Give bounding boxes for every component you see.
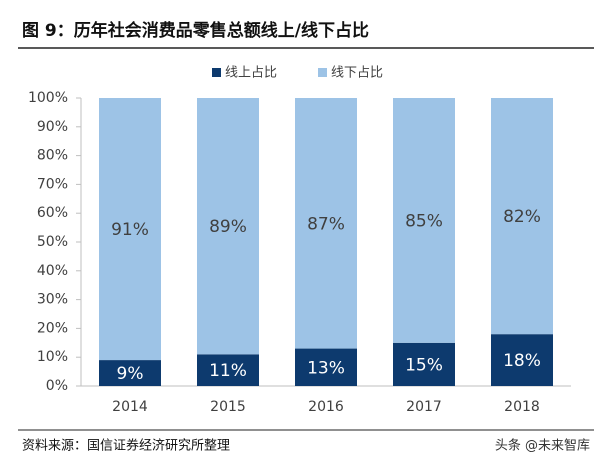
x-tick-label: 2014 [112,399,148,415]
value-label: 82% [503,207,541,227]
y-tick-label: 30% [37,292,68,308]
y-tick-label: 80% [37,148,68,164]
y-tick-label: 10% [37,349,68,365]
value-label: 85% [405,211,443,231]
legend-label: 线上占比 [225,66,277,81]
legend-swatch [212,68,221,77]
value-label: 18% [503,351,541,371]
chart-title: 图 9：历年社会消费品零售总额线上/线下占比 [22,20,369,41]
value-label: 9% [117,364,144,384]
value-label: 11% [209,361,247,381]
y-tick-label: 50% [37,234,68,250]
bar-segment [393,98,455,343]
bar-segment [99,360,161,386]
x-tick-label: 2016 [308,399,344,415]
x-tick-label: 2017 [406,399,442,415]
legend-swatch [318,68,327,77]
bar-segment [295,98,357,349]
value-label: 15% [405,355,443,375]
bar-segment [197,98,259,355]
y-tick-label: 90% [37,119,68,135]
value-label: 13% [307,358,345,378]
x-tick-label: 2018 [504,399,540,415]
y-tick-label: 20% [37,320,68,336]
value-label: 91% [111,220,149,240]
value-label: 89% [209,217,247,237]
source: 资料来源：国信证券经济研究所整理 [22,438,230,454]
y-tick-label: 60% [37,205,68,221]
bar-segment [491,98,553,335]
value-label: 87% [307,214,345,234]
y-tick-label: 70% [37,176,68,192]
bar-segment [197,354,259,386]
bar-segment [99,98,161,361]
y-tick-label: 0% [46,378,68,394]
legend-label: 线下占比 [331,66,383,81]
x-tick-label: 2015 [210,399,246,415]
bar-segment [491,334,553,386]
y-tick-label: 100% [28,90,68,106]
bar-segment [295,348,357,386]
bar-segment [393,342,455,386]
watermark: 头条 @未来智库 [495,438,590,454]
y-tick-label: 40% [37,263,68,279]
